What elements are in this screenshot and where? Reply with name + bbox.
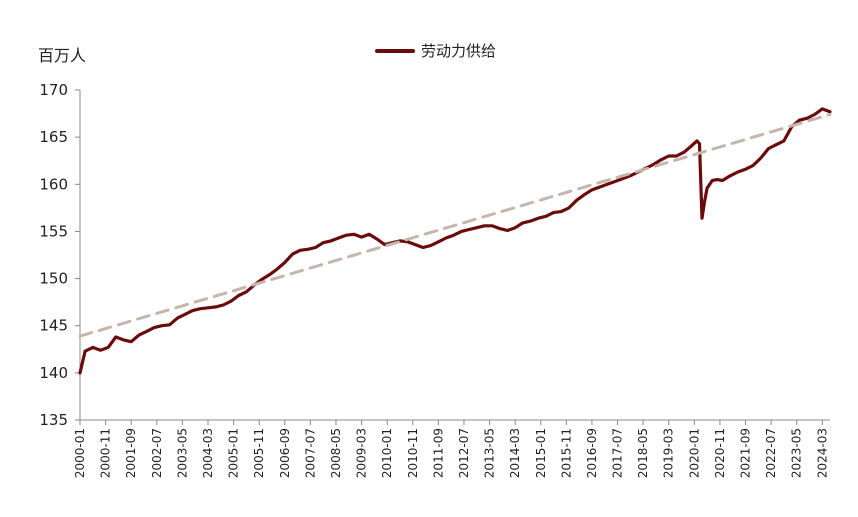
y-tick-label: 165: [39, 128, 68, 146]
x-tick-label: 2017-07: [611, 428, 625, 478]
x-tick-label: 2009-03: [355, 428, 369, 478]
x-tick-label: 2000-01: [73, 428, 87, 478]
x-axis: 2000-01 2000-11 2001-09 2002-07 2003-05 2004-…: [73, 419, 830, 478]
y-tick-label: 155: [39, 222, 68, 240]
y-axis-unit-label: 百万人: [38, 46, 87, 65]
legend: 劳动力供给: [375, 40, 496, 61]
x-tick-label: 2013-05: [483, 428, 497, 478]
x-tick-label: 2007-07: [303, 428, 317, 478]
x-tick-label: 2006-09: [278, 428, 292, 478]
x-tick-label: 2022-07: [764, 428, 778, 478]
x-tick-label: 2015-01: [534, 428, 548, 478]
trend-line: [78, 113, 832, 338]
y-tick-label: 170: [39, 81, 68, 99]
x-tick-label: 2020-11: [713, 428, 727, 478]
y-tick-label: 150: [39, 270, 68, 288]
y-axis: 135 140 145 150 155 160 165 170: [39, 81, 81, 429]
x-tick-label: 2008-05: [329, 428, 343, 478]
y-tick-label: 160: [39, 175, 68, 193]
x-tick-label: 2012-07: [457, 428, 471, 478]
y-tick-label: 135: [39, 411, 68, 429]
x-tick-label: 2003-05: [175, 428, 189, 478]
x-tick-label: 2020-01: [687, 428, 701, 478]
x-tick-label: 2019-03: [662, 428, 676, 478]
x-tick-label: 2016-09: [585, 428, 599, 478]
x-tick-label: 2010-01: [380, 428, 394, 478]
y-tick-label: 140: [39, 364, 68, 382]
series-line-labor-supply: [78, 107, 832, 375]
x-tick-label: 2001-09: [124, 428, 138, 478]
x-tick-label: 2005-11: [252, 428, 266, 478]
x-tick-label: 2004-03: [201, 428, 215, 478]
x-tick-label: 2010-11: [406, 428, 420, 478]
x-tick-label: 2023-05: [790, 428, 804, 478]
x-tick-label: 2015-11: [559, 428, 573, 478]
x-tick-label: 2005-01: [227, 428, 241, 478]
x-tick-label: 2024-03: [815, 428, 829, 478]
x-tick-label: 2018-05: [636, 428, 650, 478]
series-layer: [78, 107, 832, 375]
x-tick-label: 2021-09: [739, 428, 753, 478]
legend-swatch: [375, 48, 415, 53]
x-tick-label: 2000-11: [99, 428, 113, 478]
x-tick-label: 2011-09: [431, 428, 445, 478]
x-tick-label: 2014-03: [508, 428, 522, 478]
legend-label: 劳动力供给: [421, 42, 497, 60]
y-tick-label: 145: [39, 317, 68, 335]
x-tick-label: 2002-07: [150, 428, 164, 478]
